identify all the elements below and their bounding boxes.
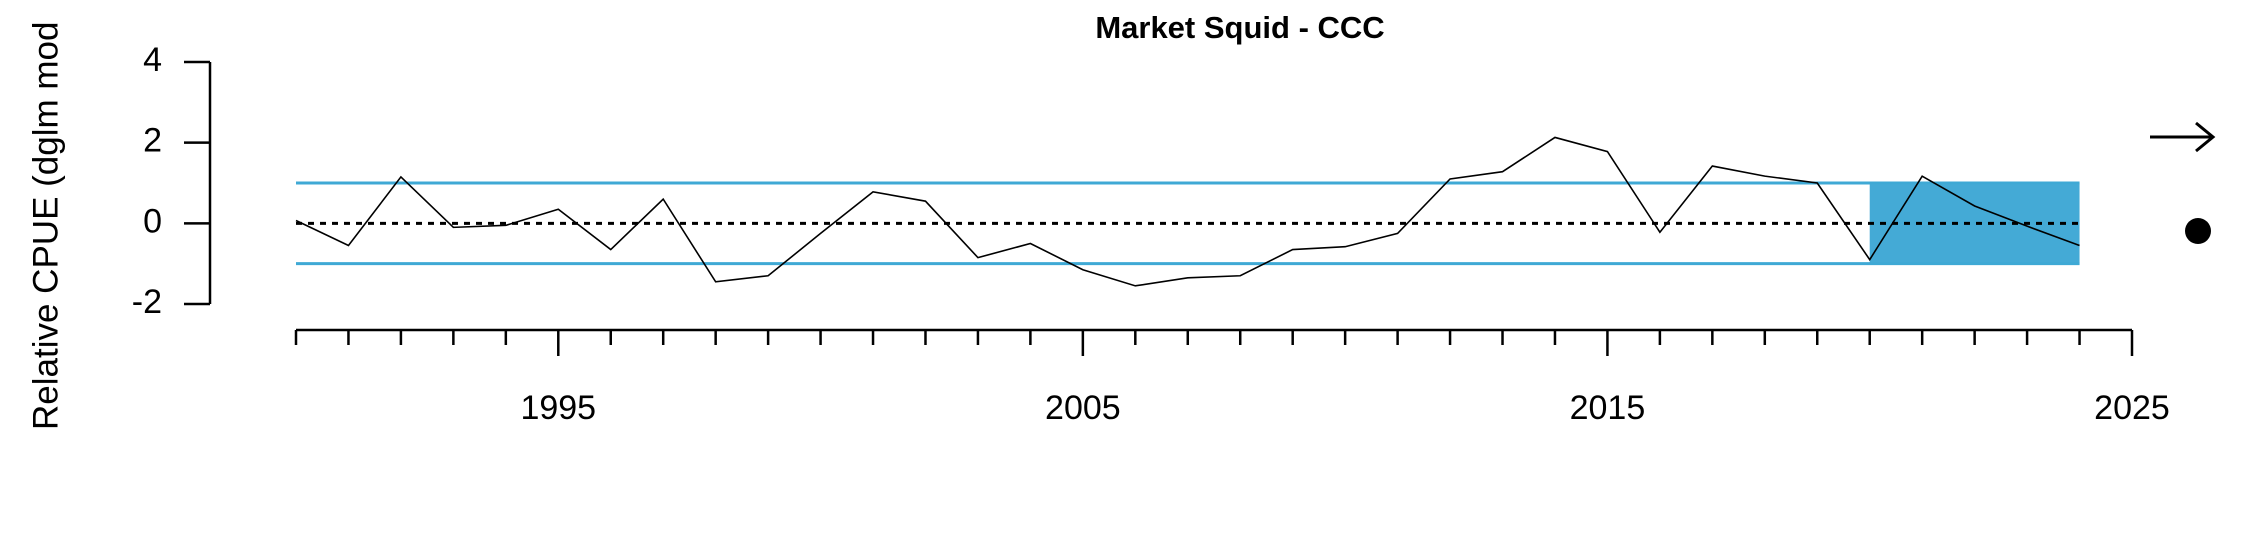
trend-arrow <box>2150 121 2216 153</box>
y-tick-label: -2 <box>132 283 162 321</box>
chart-title: Market Squid - CCC <box>1095 10 1384 45</box>
y-tick-label: 2 <box>143 122 162 160</box>
x-tick-label: 1995 <box>520 389 596 427</box>
x-tick-label: 2015 <box>1570 389 1646 427</box>
y-tick-label: 4 <box>143 41 162 79</box>
x-tick-label: 2025 <box>2094 389 2170 427</box>
x-tick-label: 2005 <box>1045 389 1121 427</box>
y-axis-label: Relative CPUE (dglm mod <box>26 22 65 430</box>
data-line <box>295 136 2080 287</box>
y-tick-label: 0 <box>143 202 162 240</box>
status-dot <box>2185 218 2211 244</box>
